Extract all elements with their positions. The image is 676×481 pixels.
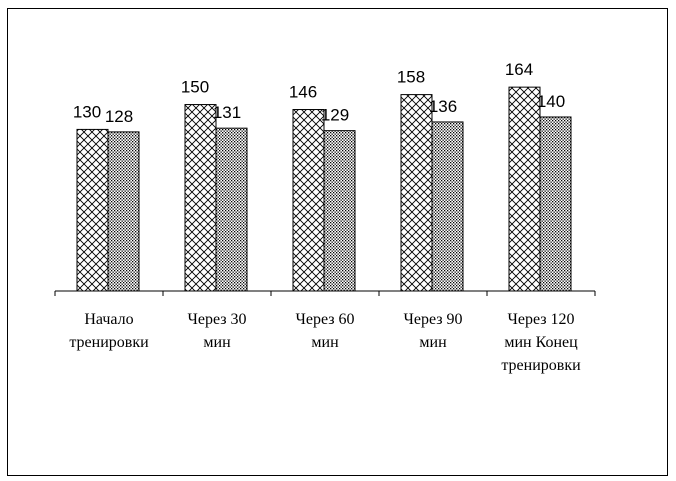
x-tick-label: мин Конец <box>504 334 578 351</box>
bar-series2 <box>539 116 572 292</box>
x-tick-label: Через 120 <box>507 311 574 328</box>
bar-series1 <box>292 109 325 292</box>
bars <box>76 86 572 292</box>
data-label: 131 <box>213 103 241 122</box>
x-tick-label: мин <box>203 334 231 351</box>
data-label: 129 <box>321 106 349 125</box>
data-label: 146 <box>289 83 317 102</box>
x-tick-label: мин <box>419 334 447 351</box>
bar-series2 <box>215 127 248 292</box>
data-label: 130 <box>73 102 101 121</box>
category-labels: Начало тренировки Через 30 мин Через 60 мин Че… <box>69 311 581 374</box>
data-label: 140 <box>537 92 565 111</box>
bar-series1 <box>184 104 217 292</box>
x-tick-label: тренировки <box>69 334 149 351</box>
data-label: 136 <box>429 97 457 116</box>
data-label: 128 <box>105 107 133 126</box>
bar-series1 <box>508 86 541 292</box>
data-label: 150 <box>181 78 209 97</box>
data-label: 158 <box>397 68 425 87</box>
x-tick-label: Через 30 <box>187 311 246 328</box>
x-tick-label: Начало <box>84 311 133 328</box>
bar-series2 <box>107 131 140 292</box>
bar-series2 <box>323 130 356 292</box>
bar-series2 <box>431 121 464 292</box>
x-tick-label: Через 60 <box>295 311 354 328</box>
bar-series1 <box>400 94 433 292</box>
x-axis <box>54 290 596 296</box>
x-tick-label: Через 90 <box>403 311 462 328</box>
data-label: 164 <box>505 60 533 79</box>
bar-series1 <box>76 128 109 292</box>
x-tick-label: тренировки <box>501 357 581 374</box>
value-labels: 130 150 146 158 164 128 131 129 136 140 <box>73 60 565 126</box>
x-tick-label: мин <box>311 334 339 351</box>
